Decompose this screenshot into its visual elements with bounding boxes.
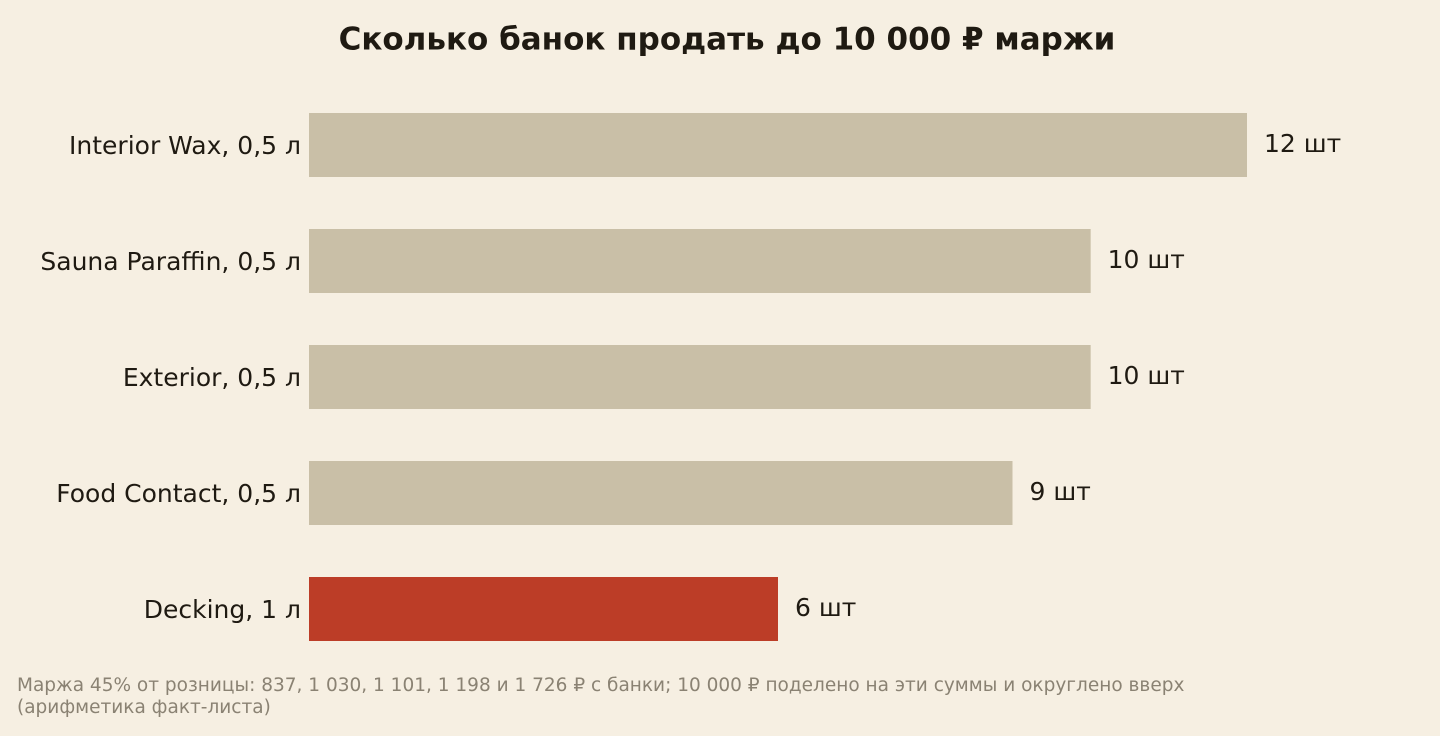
- category-label: Decking, 1 л: [144, 595, 301, 624]
- category-label: Sauna Paraffin, 0,5 л: [40, 247, 301, 276]
- bar: [309, 577, 778, 641]
- category-label: Exterior, 0,5 л: [123, 363, 301, 392]
- value-label: 9 шт: [1030, 477, 1091, 506]
- value-label: 6 шт: [795, 593, 856, 622]
- bar: [309, 229, 1091, 293]
- value-label: 10 шт: [1108, 361, 1185, 390]
- bar: [309, 113, 1247, 177]
- bar: [309, 461, 1013, 525]
- category-label: Interior Wax, 0,5 л: [69, 131, 301, 160]
- footnote: Маржа 45% от розницы: 837, 1 030, 1 101,…: [17, 675, 1185, 718]
- category-label: Food Contact, 0,5 л: [56, 479, 301, 508]
- value-label: 10 шт: [1108, 245, 1185, 274]
- value-label: 12 шт: [1264, 129, 1341, 158]
- bar: [309, 345, 1091, 409]
- chart-title: Сколько банок продать до 10 000 ₽ маржи: [339, 22, 1116, 58]
